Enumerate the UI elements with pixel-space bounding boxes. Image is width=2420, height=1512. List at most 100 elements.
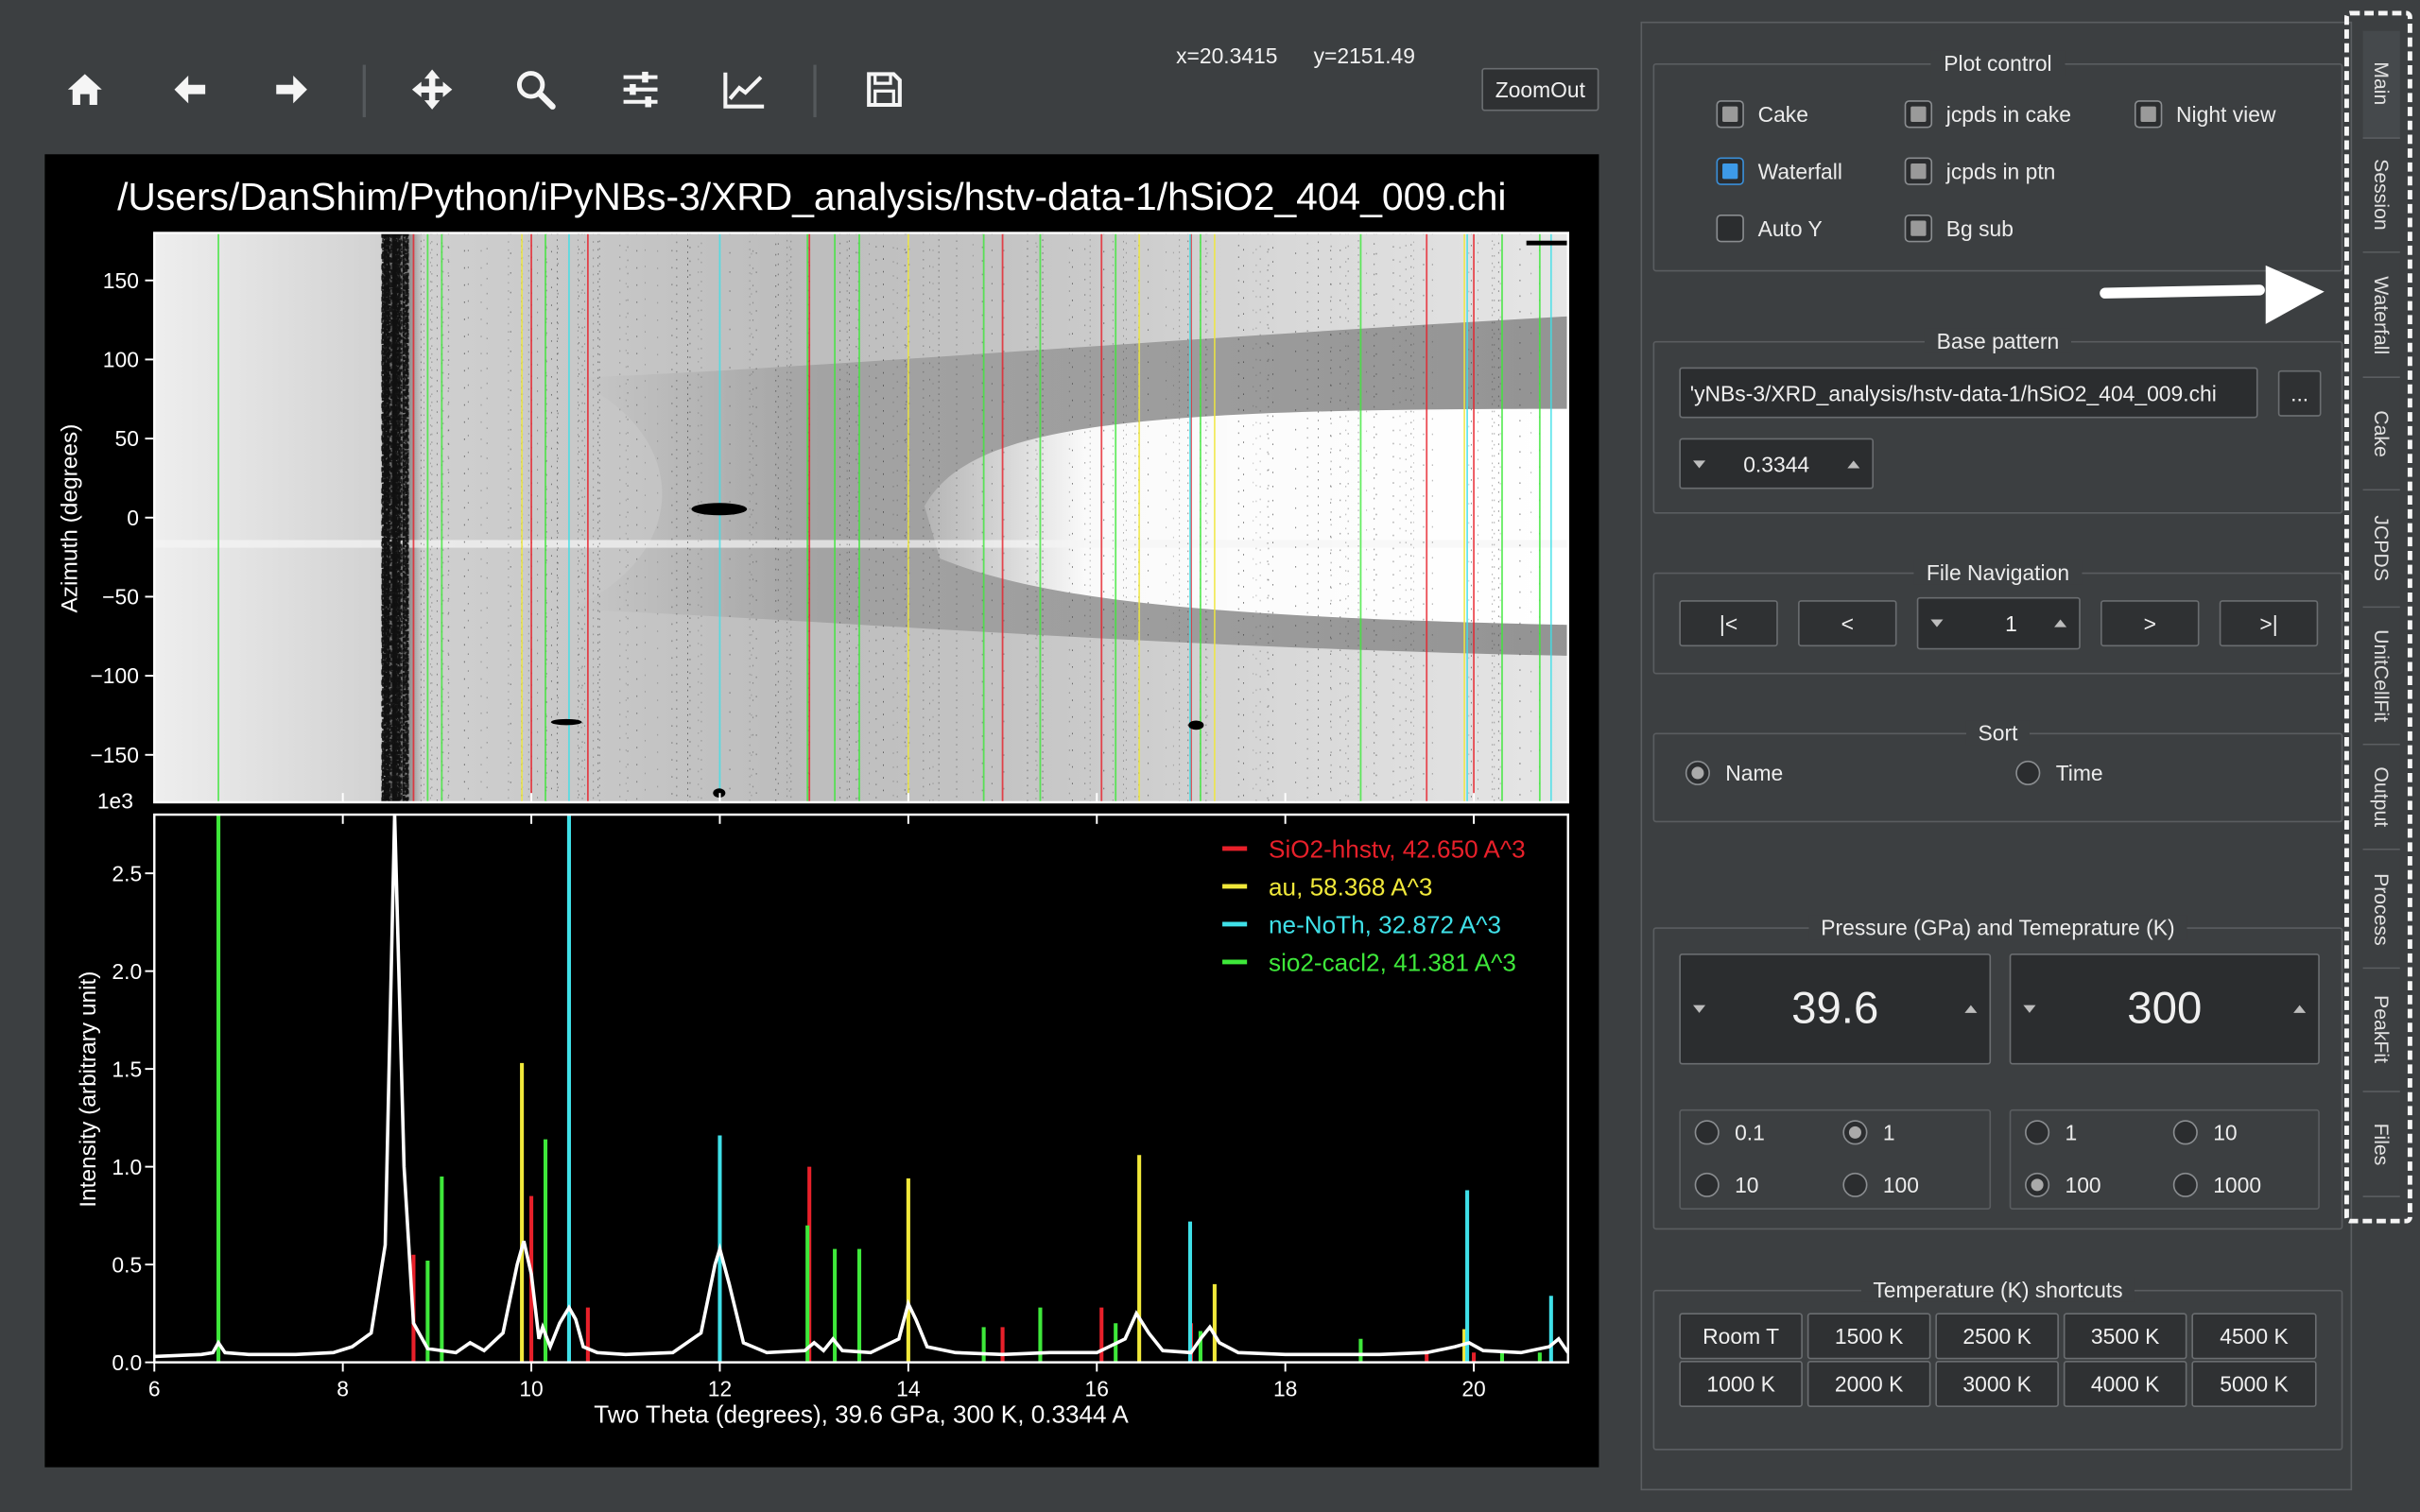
spin-down-icon[interactable] [2023, 1005, 2036, 1013]
home-button[interactable] [54, 59, 115, 120]
save-button[interactable] [854, 59, 915, 120]
browse-button[interactable]: ... [2277, 369, 2322, 417]
cake-y-tick-label: 0 [127, 506, 139, 530]
checkbox-box [1904, 214, 1933, 243]
temperature-step-radio[interactable]: 1000 [2172, 1172, 2261, 1197]
radio-dot [1694, 1120, 1720, 1145]
save-floppy-icon [867, 72, 902, 108]
pattern-y-label: Intensity (arbitrary unit) [76, 971, 101, 1208]
cake-y-tick-label: 100 [103, 348, 139, 372]
pressure-step-radio[interactable]: 100 [1842, 1172, 1919, 1197]
spin-up-icon[interactable] [2054, 619, 2067, 627]
file-index-spinbox[interactable]: 1 [1916, 596, 2081, 650]
pattern-y-ticks: 2.5 2.0 1.5 1.0 0.5 0.0 [112, 861, 155, 1375]
checkbox-box [2134, 100, 2163, 129]
checkbox-box [1904, 157, 1933, 185]
auto-y-checkbox[interactable]: Auto Y [1716, 214, 1823, 243]
checkbox-box [1716, 214, 1744, 243]
pattern-y-tick-label: 2.5 [112, 861, 142, 885]
pressure-spinbox[interactable]: 39.6 [1679, 953, 1992, 1065]
pattern-x-tick-label: 18 [1273, 1377, 1297, 1401]
first-file-button[interactable]: |< [1679, 600, 1778, 647]
plot-canvas[interactable]: /Users/DanShim/Python/iPyNBs-3/XRD_analy… [44, 154, 1599, 1467]
tab-output[interactable]: Output [2362, 745, 2400, 850]
pressure-step-radio[interactable]: 10 [1694, 1172, 1759, 1197]
radio-dot [2025, 1172, 2050, 1197]
spin-down-icon[interactable] [1693, 459, 1706, 468]
spin-up-icon[interactable] [1847, 459, 1860, 468]
forward-button[interactable] [261, 59, 322, 120]
spin-down-icon[interactable] [1930, 619, 1944, 627]
toolbar-separator [813, 64, 817, 118]
base-pattern-path-field[interactable]: 'yNBs-3/XRD_analysis/hstv-data-1/hSiO2_4… [1679, 367, 2258, 419]
shortcut-2000k-button[interactable]: 2000 K [1806, 1360, 1931, 1407]
tab-waterfall[interactable]: Waterfall [2362, 252, 2400, 378]
night-view-checkbox[interactable]: Night view [2134, 100, 2275, 129]
shortcut-room-t-button[interactable]: Room T [1679, 1313, 1803, 1360]
pattern-x-ticks: 6 8 10 12 14 16 18 20 [148, 1362, 1486, 1401]
bg-sub-checkbox[interactable]: Bg sub [1904, 214, 2014, 243]
tab-process[interactable]: Process [2362, 850, 2400, 970]
edit-axis-curves-icon [723, 72, 765, 109]
next-file-button[interactable]: > [2100, 600, 2200, 647]
shortcut-1500k-button[interactable]: 1500 K [1806, 1313, 1931, 1360]
spin-down-icon[interactable] [1693, 1005, 1706, 1013]
zoom-magnifier-icon [516, 71, 556, 110]
pressure-step-radio[interactable]: 1 [1842, 1120, 1895, 1145]
edit-axis-button[interactable] [713, 59, 774, 120]
cake-checkbox[interactable]: Cake [1716, 100, 1808, 129]
shortcut-3000k-button[interactable]: 3000 K [1935, 1360, 2059, 1407]
pan-button[interactable] [401, 59, 462, 120]
zoomout-button[interactable]: ZoomOut [1481, 67, 1599, 112]
temperature-step-radio[interactable]: 1 [2025, 1120, 2077, 1145]
pattern-y-tick-label: 1.5 [112, 1057, 142, 1081]
sort-title: Sort [1965, 720, 2031, 746]
shortcut-1000k-button[interactable]: 1000 K [1679, 1360, 1803, 1407]
tab-main[interactable]: Main [2362, 30, 2400, 139]
base-pattern-group: Base pattern 'yNBs-3/XRD_analysis/hstv-d… [1652, 328, 2343, 514]
pressure-step-radio[interactable]: 0.1 [1694, 1120, 1765, 1145]
checkbox-box [1716, 100, 1744, 129]
pattern-x-ticks-top [153, 793, 1476, 824]
tab-peakfit[interactable]: PeakFit [2362, 969, 2400, 1092]
pressure-step-group: 0.1 1 10 100 [1679, 1108, 1992, 1210]
back-button[interactable] [159, 59, 220, 120]
tab-cake[interactable]: Cake [2362, 377, 2400, 491]
wavelength-spinbox[interactable]: 0.3344 [1679, 438, 1875, 490]
tab-session[interactable]: Session [2362, 138, 2400, 253]
waterfall-checkbox[interactable]: Waterfall [1716, 157, 1842, 185]
last-file-button[interactable]: >| [2219, 600, 2319, 647]
tab-jcpds[interactable]: JCPDS [2362, 490, 2400, 609]
shortcut-3500k-button[interactable]: 3500 K [2063, 1313, 2187, 1360]
cake-y-tick-label: −100 [90, 663, 138, 688]
home-icon [67, 74, 102, 106]
pattern-y-tick-label: 1.0 [112, 1155, 142, 1179]
temperature-step-radio[interactable]: 100 [2025, 1172, 2101, 1197]
shortcut-2500k-button[interactable]: 2500 K [1935, 1313, 2059, 1360]
sort-name-radio[interactable]: Name [1685, 760, 1783, 786]
spin-up-icon[interactable] [2293, 1005, 2307, 1013]
temperature-spinbox[interactable]: 300 [2009, 953, 2320, 1065]
plot-figure[interactable]: /Users/DanShim/Python/iPyNBs-3/XRD_analy… [44, 154, 1599, 1468]
configure-subplots-button[interactable] [610, 59, 671, 120]
plot-title: /Users/DanShim/Python/iPyNBs-3/XRD_analy… [117, 175, 1506, 218]
pan-move-icon [411, 69, 453, 110]
zoom-button[interactable] [505, 59, 566, 120]
tab-unitcellfit[interactable]: UnitCellFit [2362, 608, 2400, 746]
temperature-step-radio[interactable]: 10 [2172, 1120, 2238, 1145]
sort-time-radio[interactable]: Time [2015, 760, 2103, 786]
jcpds-in-cake-checkbox[interactable]: jcpds in cake [1904, 100, 2071, 129]
prev-file-button[interactable]: < [1798, 600, 1897, 647]
cake-y-tick-label: −150 [90, 743, 138, 767]
jcpds-in-ptn-checkbox[interactable]: jcpds in ptn [1904, 157, 2055, 185]
spin-up-icon[interactable] [1964, 1005, 1978, 1013]
shortcut-5000k-button[interactable]: 5000 K [2191, 1360, 2317, 1407]
shortcut-4000k-button[interactable]: 4000 K [2063, 1360, 2187, 1407]
pattern-x-label: Two Theta (degrees), 39.6 GPa, 300 K, 0.… [594, 1400, 1129, 1428]
pattern-x-tick-label: 20 [1461, 1377, 1485, 1401]
radio-dot [2172, 1120, 2198, 1145]
cake-bright-lobe [924, 408, 1568, 626]
cake-y-tick-label: −50 [102, 585, 139, 610]
tab-files[interactable]: Files [2362, 1091, 2400, 1197]
shortcut-4500k-button[interactable]: 4500 K [2191, 1313, 2317, 1360]
